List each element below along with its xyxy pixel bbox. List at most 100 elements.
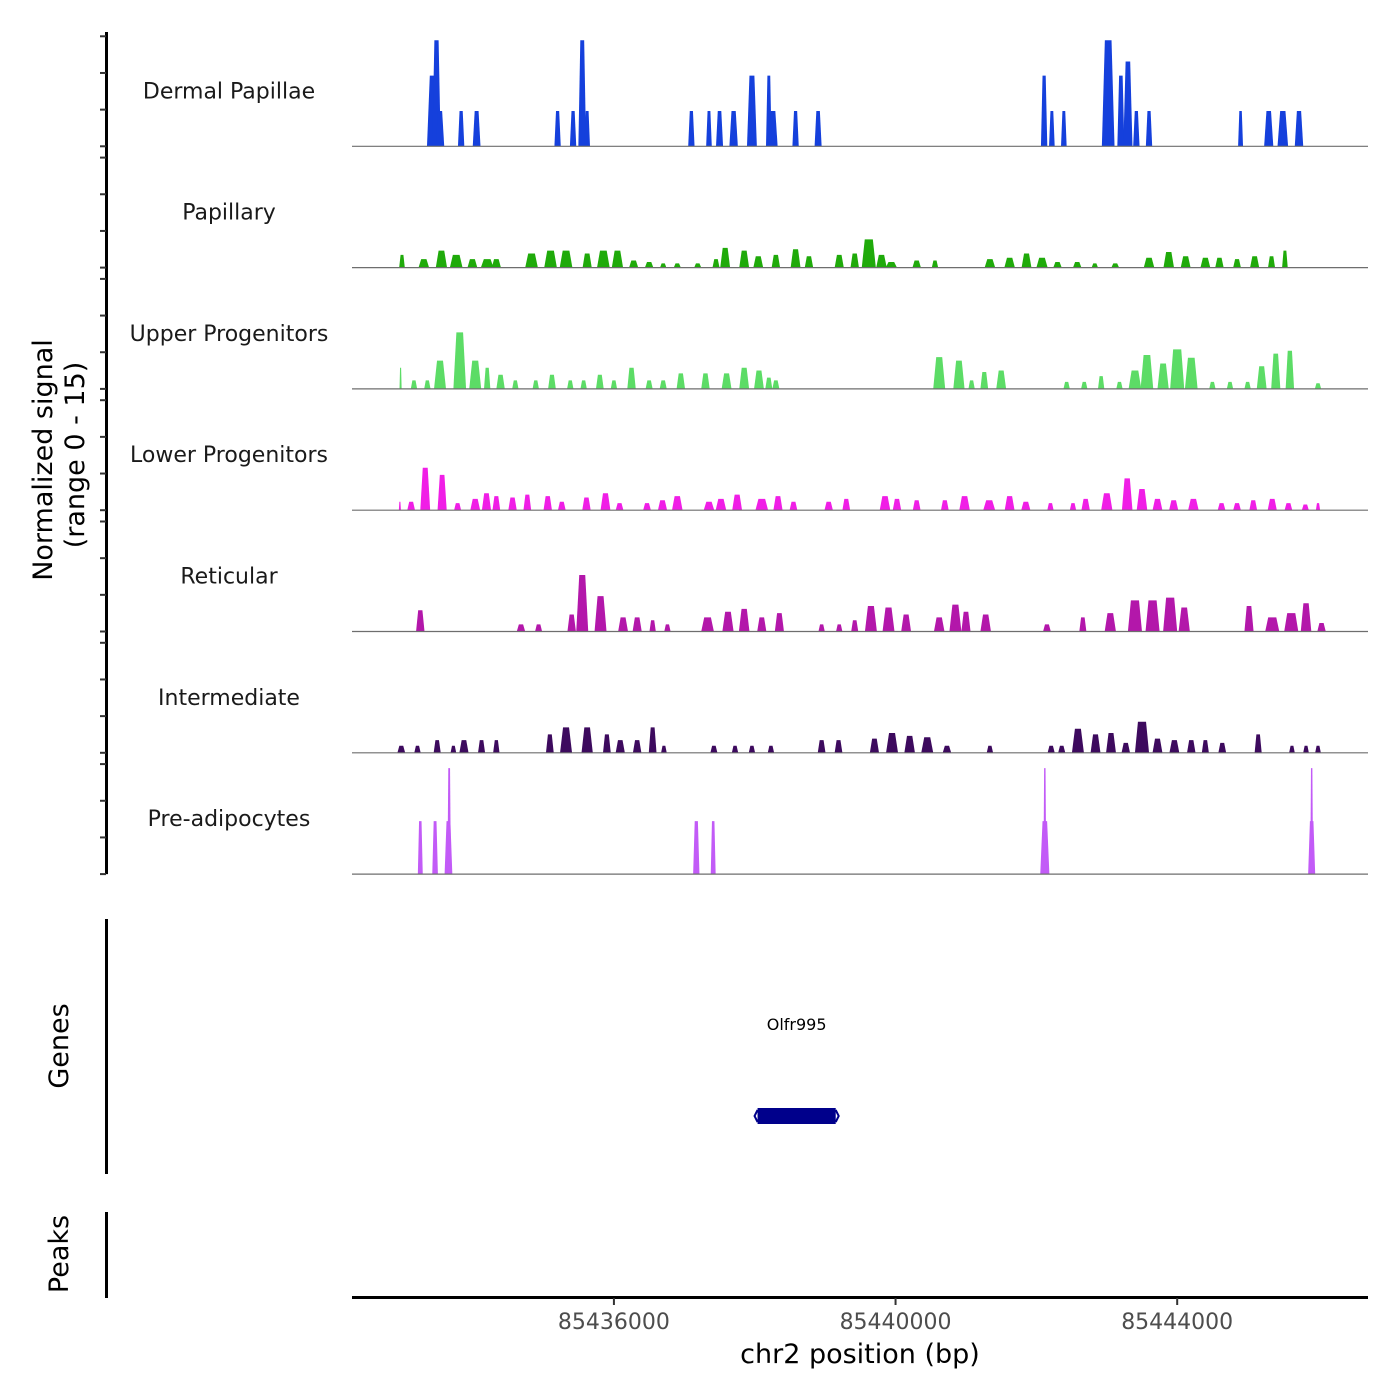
coverage-peak <box>459 740 469 753</box>
coverage-peak <box>1264 110 1274 147</box>
coverage-peak <box>1184 357 1198 389</box>
coverage-peak <box>481 493 492 511</box>
coverage-peak <box>834 254 844 268</box>
coverage-peak <box>1233 259 1241 268</box>
coverage-peak <box>1127 600 1142 632</box>
coverage-peak <box>851 620 859 632</box>
coverage-peak <box>824 501 833 511</box>
coverage-peak <box>523 494 532 511</box>
track-label: Pre-adipocytes <box>148 807 311 832</box>
coverage-peak <box>548 374 556 389</box>
coverage-peak <box>1314 383 1322 389</box>
coverage-peak <box>817 740 826 753</box>
coverage-peak <box>1310 768 1314 875</box>
coverage-peak <box>594 596 607 632</box>
track-label: Intermediate <box>158 686 300 711</box>
coverage-peak <box>1249 500 1258 511</box>
coverage-peak <box>1021 501 1031 511</box>
coverage-peak <box>879 496 891 511</box>
coverage-peak <box>980 614 991 632</box>
coverage-peak <box>1021 253 1032 268</box>
coverage-peak <box>643 503 651 511</box>
coverage-peak <box>753 256 764 268</box>
coverage-peak <box>1238 110 1244 147</box>
coverage-peak <box>610 380 618 389</box>
coverage-peak <box>1303 745 1309 753</box>
track-label: Reticular <box>180 565 278 590</box>
coverage-peak <box>644 261 654 268</box>
coverage-peak <box>1133 110 1140 147</box>
coverage-peak <box>1069 503 1077 511</box>
coverage-peak <box>399 367 402 389</box>
coverage-peak <box>454 503 462 511</box>
peak-track-label: Peaks <box>44 1215 75 1293</box>
track-label: Dermal Papillae <box>143 79 315 104</box>
coverage-peak <box>701 617 714 632</box>
coverage-peak <box>618 617 629 632</box>
coverage-peak <box>933 617 945 632</box>
coverage-peak <box>578 40 587 147</box>
coverage-peak <box>1300 603 1312 632</box>
coverage-peak <box>901 614 912 632</box>
coverage-peak <box>1145 110 1153 147</box>
coverage-peak <box>953 360 965 389</box>
coverage-peak <box>397 745 406 753</box>
coverage-peak <box>1004 257 1015 268</box>
coverage-peak <box>1209 381 1216 389</box>
coverage-peak <box>1170 349 1185 389</box>
coverage-peak <box>632 617 642 632</box>
coverage-peak <box>1284 613 1299 632</box>
coverage-peak <box>933 357 946 389</box>
coverage-peak <box>921 737 934 753</box>
coverage-peak <box>710 821 716 875</box>
coverage-peak <box>931 260 939 268</box>
coverage-peak <box>1256 366 1267 389</box>
coverage-peak <box>1294 110 1304 147</box>
gene-track-label: Genes <box>44 1003 75 1088</box>
coverage-peak <box>1187 740 1196 753</box>
coverage-peak <box>582 253 592 268</box>
coverage-peak <box>559 250 573 268</box>
coverage-peak <box>1169 500 1179 511</box>
coverage-peak <box>1121 742 1131 753</box>
coverage-peak <box>469 360 482 389</box>
coverage-peak <box>410 380 418 389</box>
coverage-peak <box>659 380 667 389</box>
gene-strand-marker <box>753 1109 840 1123</box>
coverage-peak <box>774 613 784 632</box>
coverage-peak <box>765 377 773 389</box>
coverage-y-axis <box>100 32 108 876</box>
gene-body <box>757 1108 836 1124</box>
coverage-peak <box>721 373 732 389</box>
coverage-peak <box>493 740 500 753</box>
coverage-peak <box>869 738 880 753</box>
coverage-peak <box>420 467 431 511</box>
coverage-peak <box>649 620 656 632</box>
coverage-peak <box>892 498 902 511</box>
coverage-peak <box>688 110 695 147</box>
x-axis-tick-label: 85444000 <box>1121 1310 1233 1335</box>
coverage-peak <box>545 734 554 753</box>
coverage-peak <box>706 110 712 147</box>
coverage-peak <box>1244 381 1251 389</box>
coverage-peak <box>1072 261 1082 268</box>
coverage-peak <box>1134 721 1150 753</box>
coverage-peak <box>771 254 781 268</box>
coverage-peak <box>1267 498 1277 511</box>
coverage-peak <box>814 110 822 147</box>
x-axis-title: chr2 position (bp) <box>740 1339 980 1370</box>
coverage-peak <box>1157 363 1169 389</box>
gene-track: Genes Olfr995 <box>44 919 840 1174</box>
coverage-peak <box>581 727 593 753</box>
coverage-peak <box>767 745 775 753</box>
coverage-peak <box>1111 263 1120 268</box>
coverage-peak <box>478 740 486 753</box>
coverage-peak <box>996 370 1007 389</box>
coverage-peak <box>627 367 636 389</box>
coverage-peak <box>1169 740 1180 753</box>
coverage-tracks <box>352 40 1368 875</box>
coverage-peak <box>712 259 720 268</box>
coverage-peak <box>470 498 481 511</box>
coverage-peak <box>729 110 738 147</box>
x-axis-ticks: 85436000 85440000 85444000 <box>558 1298 1233 1335</box>
